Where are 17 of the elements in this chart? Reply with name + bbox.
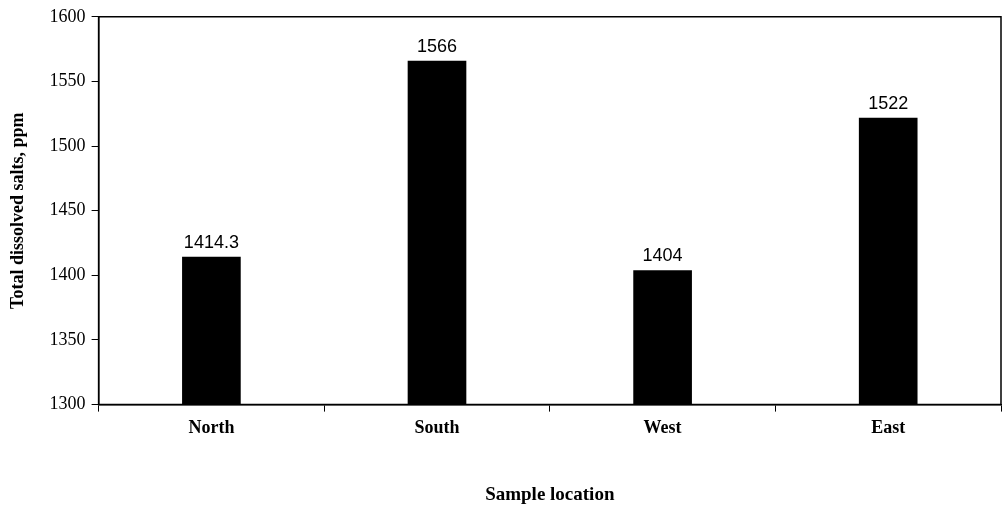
x-tick-label: West <box>643 417 682 438</box>
y-tick-label: 1400 <box>49 264 86 285</box>
y-tick-label: 1500 <box>49 134 86 155</box>
x-axis-title: Sample location <box>485 482 615 504</box>
x-tick-label: North <box>188 417 235 438</box>
y-tick-label: 1450 <box>49 199 86 220</box>
data-label: 1522 <box>868 92 909 113</box>
data-label: 1566 <box>416 35 458 56</box>
y-tick-label: 1300 <box>49 393 86 414</box>
x-tick-label: East <box>871 417 906 438</box>
y-axis-title: Total dissolved salts, ppm <box>7 112 28 309</box>
y-tick-label: 1600 <box>49 5 86 26</box>
data-label: 1414.3 <box>183 231 239 252</box>
x-tick-label: South <box>414 417 460 438</box>
y-tick-label: 1350 <box>49 328 86 349</box>
data-label: 1404 <box>642 245 683 266</box>
y-tick-label: 1550 <box>49 70 86 91</box>
